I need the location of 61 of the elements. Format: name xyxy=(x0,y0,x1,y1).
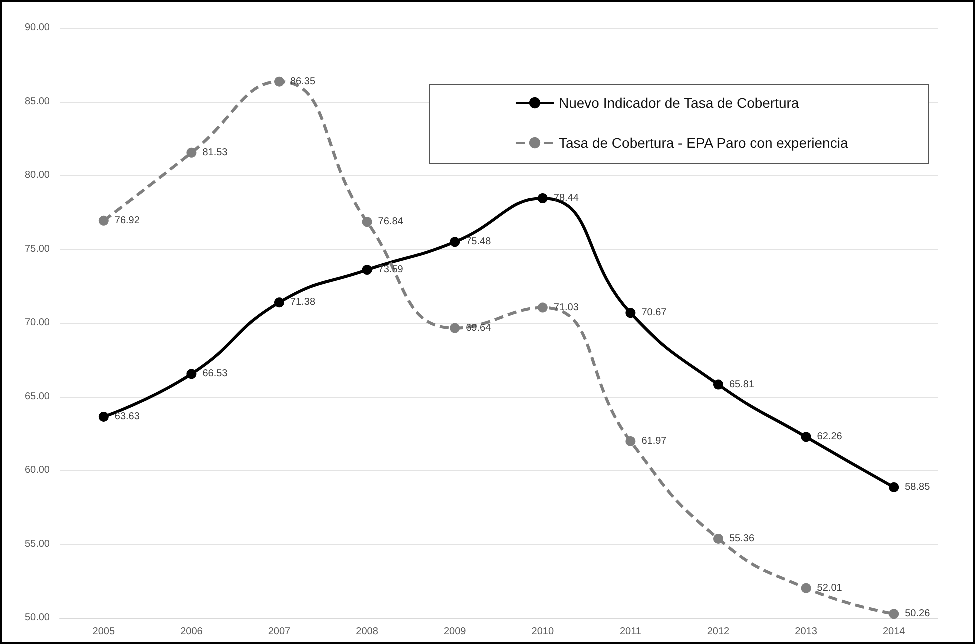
data-label: 81.53 xyxy=(202,147,228,158)
point xyxy=(538,194,548,204)
point xyxy=(714,380,724,390)
x-tick-label: 2014 xyxy=(882,626,906,638)
x-tick-label: 2012 xyxy=(707,626,730,638)
data-label: 55.36 xyxy=(730,533,755,544)
point xyxy=(274,298,284,308)
data-label: 71.38 xyxy=(290,297,316,308)
x-tick-label: 2008 xyxy=(356,626,379,638)
point xyxy=(889,609,900,620)
point xyxy=(626,308,636,318)
x-tick-label: 2009 xyxy=(444,626,467,638)
x-tick-label: 2010 xyxy=(532,626,554,638)
point xyxy=(450,237,460,248)
x-tick-label: 2011 xyxy=(620,626,642,638)
x-tick-label: 2005 xyxy=(92,626,116,638)
data-label: 50.26 xyxy=(905,608,931,620)
x-tick-label: 2013 xyxy=(795,626,818,638)
y-tick-label: 60.00 xyxy=(24,465,50,476)
data-label: 66.53 xyxy=(202,368,228,380)
point xyxy=(186,369,197,380)
point xyxy=(362,265,372,276)
data-label: 78.44 xyxy=(554,193,580,204)
point xyxy=(714,534,724,544)
data-label: 61.97 xyxy=(642,436,668,447)
data-label: 75.48 xyxy=(466,236,492,248)
data-label: 63.63 xyxy=(114,411,140,422)
legend-label: Nuevo Indicador de Tasa de Cobertura xyxy=(558,95,800,111)
legend-label: Tasa de Cobertura - EPA Paro con experiencia xyxy=(558,135,848,151)
y-tick-label: 55.00 xyxy=(24,538,50,550)
point xyxy=(801,432,812,442)
point xyxy=(362,217,372,228)
data-label: 71.03 xyxy=(554,302,580,314)
data-label: 70.67 xyxy=(642,308,668,319)
x-tick-label: 2007 xyxy=(268,626,292,638)
point xyxy=(626,436,636,446)
data-label: 86.35 xyxy=(290,76,316,88)
point xyxy=(801,583,812,594)
point xyxy=(98,412,109,422)
point xyxy=(186,148,197,158)
data-label: 76.92 xyxy=(114,215,140,226)
y-tick-label: 65.00 xyxy=(24,391,50,402)
data-label: 62.26 xyxy=(817,432,843,443)
x-tick-label: 2006 xyxy=(180,626,204,638)
data-label: 52.01 xyxy=(817,582,843,594)
point xyxy=(98,216,109,226)
data-label: 65.81 xyxy=(730,379,755,390)
y-tick-label: 75.00 xyxy=(24,244,50,255)
y-tick-label: 85.00 xyxy=(24,96,50,108)
point xyxy=(889,482,900,492)
y-tick-label: 50.00 xyxy=(24,612,50,624)
point xyxy=(450,323,460,334)
y-tick-label: 80.00 xyxy=(24,170,50,181)
data-label: 73.59 xyxy=(378,264,404,276)
data-label: 76.84 xyxy=(378,216,404,228)
point xyxy=(274,76,284,87)
data-label: 69.64 xyxy=(466,322,492,334)
y-tick-label: 90.00 xyxy=(24,22,50,34)
point xyxy=(538,302,548,313)
data-label: 58.85 xyxy=(905,482,931,493)
y-tick-label: 70.00 xyxy=(24,318,50,328)
